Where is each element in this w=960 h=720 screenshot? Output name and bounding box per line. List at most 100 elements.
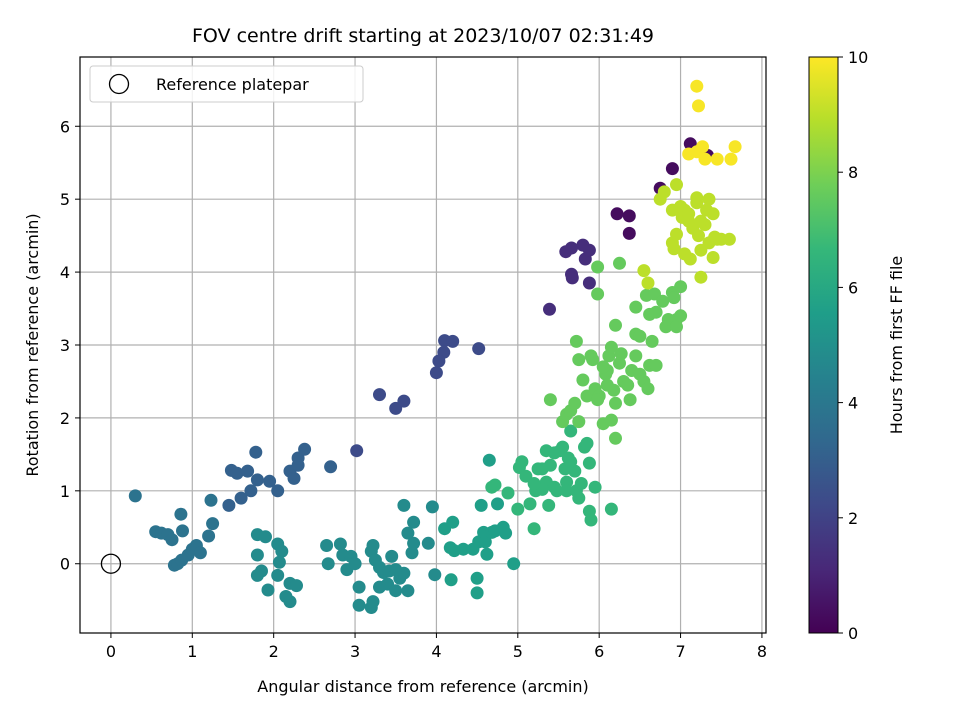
legend-marker — [108, 73, 130, 95]
data-point — [350, 444, 364, 458]
data-point — [128, 489, 142, 503]
data-point — [321, 557, 335, 571]
y-tick-label: 0 — [60, 555, 70, 574]
data-point — [444, 573, 458, 587]
data-point — [706, 207, 720, 221]
data-point — [694, 214, 708, 228]
y-tick-label: 5 — [60, 190, 70, 209]
legend-box — [89, 65, 364, 103]
data-point — [271, 484, 285, 498]
data-point — [527, 522, 541, 536]
data-point — [670, 320, 683, 334]
data-point — [629, 349, 643, 363]
data-point — [641, 382, 655, 396]
y-tick-label: 4 — [60, 263, 70, 282]
data-point — [432, 354, 446, 368]
data-point — [572, 353, 586, 367]
data-point — [165, 533, 179, 547]
data-point — [722, 232, 736, 246]
colorbar-tick-label: 10 — [848, 48, 868, 67]
data-point — [565, 241, 578, 255]
data-point — [259, 530, 272, 544]
y-tick-label: 3 — [60, 336, 70, 355]
data-point — [588, 480, 602, 494]
data-point — [482, 453, 496, 467]
data-point — [550, 484, 564, 498]
data-point — [607, 383, 621, 397]
data-point — [543, 393, 557, 407]
data-point — [389, 584, 403, 598]
data-point — [470, 571, 484, 585]
data-point — [261, 583, 275, 597]
data-point — [429, 366, 443, 380]
data-point — [582, 276, 596, 290]
chart-title: FOV centre drift starting at 2023/10/07 … — [192, 25, 654, 47]
data-point — [298, 442, 312, 456]
data-point — [456, 542, 470, 556]
data-point — [230, 466, 244, 480]
data-point — [202, 529, 216, 543]
data-point — [674, 309, 688, 323]
data-point — [290, 579, 303, 593]
data-point — [690, 79, 704, 93]
data-point — [474, 498, 488, 512]
data-point — [287, 471, 301, 485]
data-point — [657, 185, 671, 199]
data-point — [421, 536, 435, 550]
data-point — [564, 424, 578, 438]
data-point — [565, 271, 579, 285]
data-point — [622, 209, 636, 223]
data-point — [478, 535, 492, 549]
data-point — [591, 260, 605, 274]
x-axis-ticks: 0 1 2 3 4 5 6 7 8 — [106, 633, 767, 661]
data-point — [428, 568, 442, 582]
data-point — [694, 270, 708, 284]
data-point — [401, 584, 415, 598]
data-point — [501, 486, 515, 500]
data-point — [204, 493, 218, 507]
data-point — [649, 358, 663, 372]
data-point — [234, 491, 248, 505]
data-point — [690, 191, 704, 205]
data-point — [542, 498, 556, 512]
data-point — [728, 140, 742, 154]
data-point — [667, 242, 681, 256]
data-point — [244, 484, 258, 498]
x-tick-label: 6 — [594, 642, 604, 661]
data-point — [692, 229, 705, 243]
colorbar-tick-label: 4 — [848, 394, 858, 413]
x-tick-label: 7 — [675, 642, 685, 661]
data-point — [591, 393, 605, 407]
data-point — [250, 568, 264, 582]
data-point — [499, 526, 513, 540]
data-point — [586, 353, 600, 367]
y-axis-label: Rotation from reference (arcmin) — [23, 213, 42, 476]
data-point — [596, 360, 610, 374]
data-point — [604, 413, 618, 427]
data-point — [614, 347, 628, 361]
x-tick-label: 4 — [431, 642, 441, 661]
data-point — [591, 287, 605, 301]
data-point — [373, 580, 386, 594]
data-point — [667, 291, 681, 305]
data-point — [670, 227, 683, 241]
data-point — [633, 329, 647, 343]
data-point — [580, 436, 594, 450]
data-point — [222, 498, 236, 512]
data-point — [523, 497, 537, 511]
x-tick-label: 2 — [269, 642, 279, 661]
data-point — [472, 342, 486, 356]
y-tick-label: 1 — [60, 482, 70, 501]
y-axis-ticks: 0 1 2 3 4 5 6 — [60, 117, 80, 574]
data-point — [250, 473, 264, 487]
data-point — [249, 445, 263, 459]
data-point — [407, 515, 421, 529]
data-point — [683, 252, 697, 266]
data-points — [128, 79, 742, 614]
x-tick-label: 3 — [350, 642, 360, 661]
data-point — [576, 373, 590, 387]
data-point — [610, 207, 624, 221]
reference-marker-layer — [100, 553, 122, 574]
data-point — [649, 305, 663, 319]
data-point — [446, 515, 460, 529]
